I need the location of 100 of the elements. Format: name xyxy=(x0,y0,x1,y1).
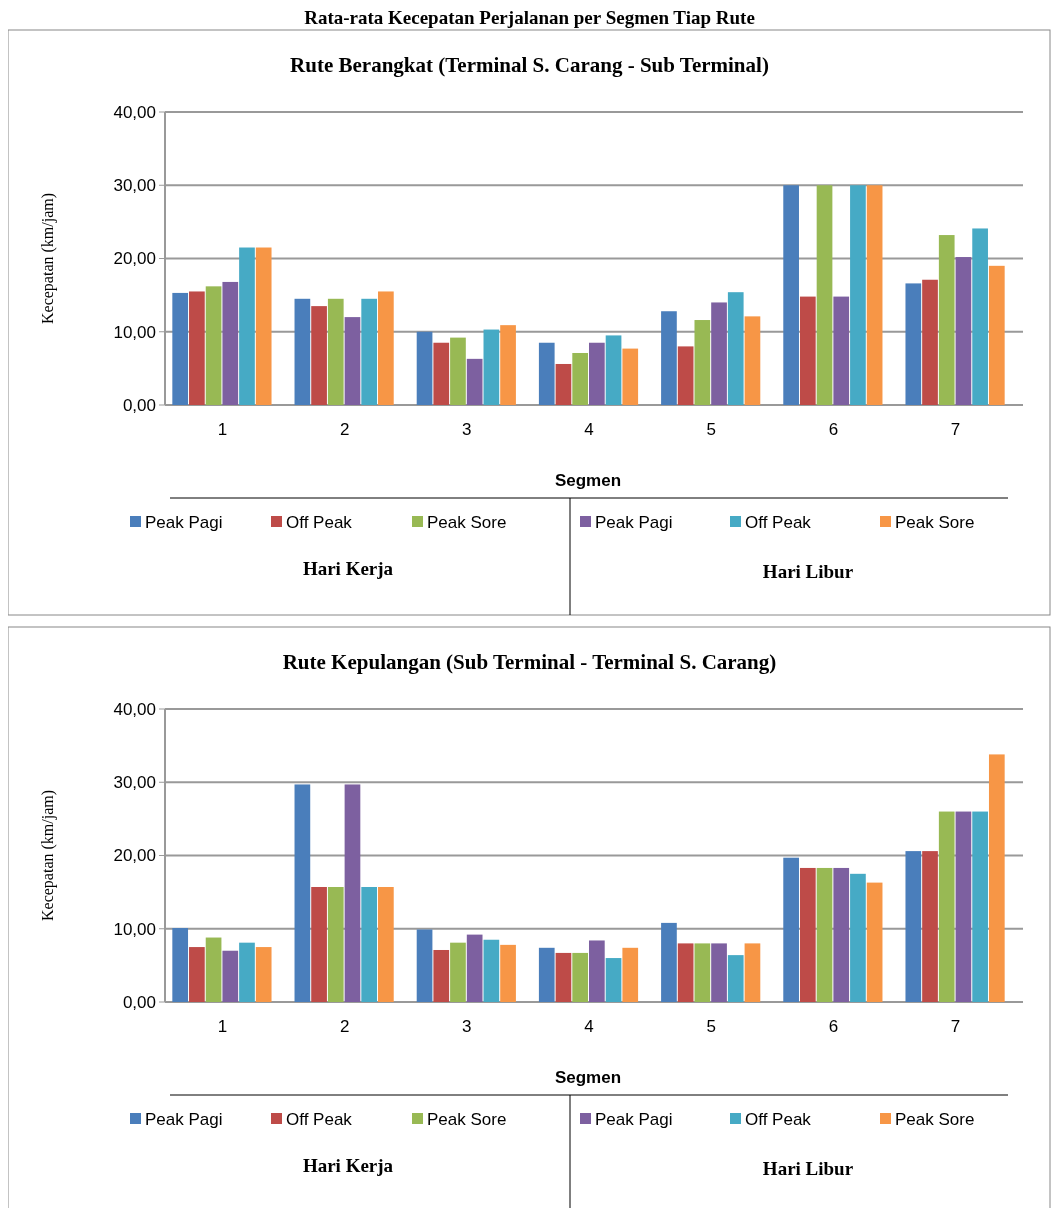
bar xyxy=(744,316,761,405)
bar xyxy=(555,952,572,1002)
bar xyxy=(711,943,727,1002)
bar xyxy=(239,942,255,1002)
bar xyxy=(205,937,222,1002)
bar xyxy=(783,185,799,405)
bar xyxy=(172,928,189,1002)
bar xyxy=(972,228,988,405)
bar xyxy=(833,867,850,1002)
bar xyxy=(239,247,255,405)
chart-title: Rute Berangkat (Terminal S. Carang - Sub Terminal) xyxy=(290,53,769,77)
chart-title: Rute Kepulangan (Sub Terminal - Terminal S. Carang) xyxy=(282,650,777,674)
bar xyxy=(327,887,344,1002)
bar xyxy=(677,943,694,1002)
legend-label: Off Peak xyxy=(286,512,353,532)
bar xyxy=(416,929,433,1002)
x-tick-label: 3 xyxy=(462,1017,472,1036)
bar xyxy=(605,958,622,1002)
x-tick-label: 4 xyxy=(584,1017,594,1036)
x-tick-label: 6 xyxy=(828,420,839,439)
bar xyxy=(783,857,799,1002)
x-tick-label: 3 xyxy=(462,420,472,439)
bar xyxy=(538,342,555,405)
x-axis-title: Segmen xyxy=(554,1068,622,1087)
x-tick-label: 7 xyxy=(950,420,961,439)
bar xyxy=(605,335,622,405)
bar xyxy=(988,754,1005,1002)
y-tick-label: 0,00 xyxy=(122,992,156,1012)
x-axis-title: Segmen xyxy=(554,471,622,490)
bar xyxy=(222,950,239,1002)
bar xyxy=(661,311,677,405)
bar xyxy=(500,944,516,1002)
legend-label: Off Peak xyxy=(745,1109,812,1129)
bar xyxy=(466,358,483,405)
bar xyxy=(555,363,572,405)
bar xyxy=(905,851,922,1002)
x-tick-label: 4 xyxy=(584,420,594,439)
bar xyxy=(255,247,272,405)
bar xyxy=(727,955,744,1002)
bar xyxy=(311,306,327,405)
bar xyxy=(589,940,605,1002)
x-tick-label: 7 xyxy=(950,1017,961,1036)
bar xyxy=(988,265,1005,405)
bar xyxy=(677,346,694,405)
legend-label: Peak Sore xyxy=(427,1109,507,1129)
bar xyxy=(866,185,883,405)
bar xyxy=(344,317,361,405)
bar xyxy=(205,286,222,405)
text: Hari Libur xyxy=(762,1158,854,1179)
bar xyxy=(955,811,972,1002)
bar xyxy=(361,887,378,1002)
bar xyxy=(361,298,378,405)
y-tick-label: 30,00 xyxy=(113,176,156,196)
bar xyxy=(711,302,727,405)
bar xyxy=(189,291,205,405)
x-tick-label: 6 xyxy=(828,1017,839,1036)
bar xyxy=(572,952,588,1002)
bar xyxy=(483,939,500,1002)
bar xyxy=(255,947,272,1002)
text: Hari Kerja xyxy=(302,558,394,579)
bar xyxy=(850,873,866,1002)
x-tick-label: 2 xyxy=(339,420,350,439)
bar xyxy=(799,867,816,1002)
legend-label: Peak Pagi xyxy=(145,1109,223,1129)
bar xyxy=(866,882,883,1002)
bar xyxy=(816,185,833,405)
bar xyxy=(572,352,588,405)
text: Hari Kerja xyxy=(302,1155,394,1176)
legend-label: Off Peak xyxy=(286,1109,353,1129)
bar xyxy=(972,811,988,1002)
bar xyxy=(833,296,850,405)
y-tick-label: 0,00 xyxy=(122,395,156,415)
bar xyxy=(294,784,311,1002)
bar xyxy=(938,811,955,1002)
y-tick-label: 20,00 xyxy=(113,846,156,866)
x-tick-label: 5 xyxy=(706,1017,716,1036)
bar xyxy=(816,867,833,1002)
y-tick-label: 40,00 xyxy=(113,102,156,122)
text: Hari Libur xyxy=(762,561,854,582)
text: Rata-rata Kecepatan Perjalanan per Segmen Tiap Rute xyxy=(304,7,755,28)
bar xyxy=(661,922,677,1002)
bar xyxy=(416,331,433,405)
x-tick-label: 2 xyxy=(339,1017,350,1036)
x-tick-label: 1 xyxy=(217,1017,228,1036)
bar xyxy=(589,342,605,405)
bar xyxy=(433,342,450,405)
y-tick-label: 10,00 xyxy=(113,322,156,342)
bar xyxy=(294,298,311,405)
bar xyxy=(450,942,466,1002)
y-tick-label: 10,00 xyxy=(113,919,156,939)
bar xyxy=(922,279,938,405)
bar xyxy=(955,257,972,405)
bar xyxy=(311,887,327,1002)
legend-label: Peak Sore xyxy=(895,512,975,532)
bar xyxy=(694,320,711,405)
bar xyxy=(538,947,555,1002)
y-axis-title: Kecepatan (km/jam) xyxy=(39,192,57,325)
bar xyxy=(938,235,955,405)
legend-label: Peak Sore xyxy=(895,1109,975,1129)
bar xyxy=(483,329,500,405)
